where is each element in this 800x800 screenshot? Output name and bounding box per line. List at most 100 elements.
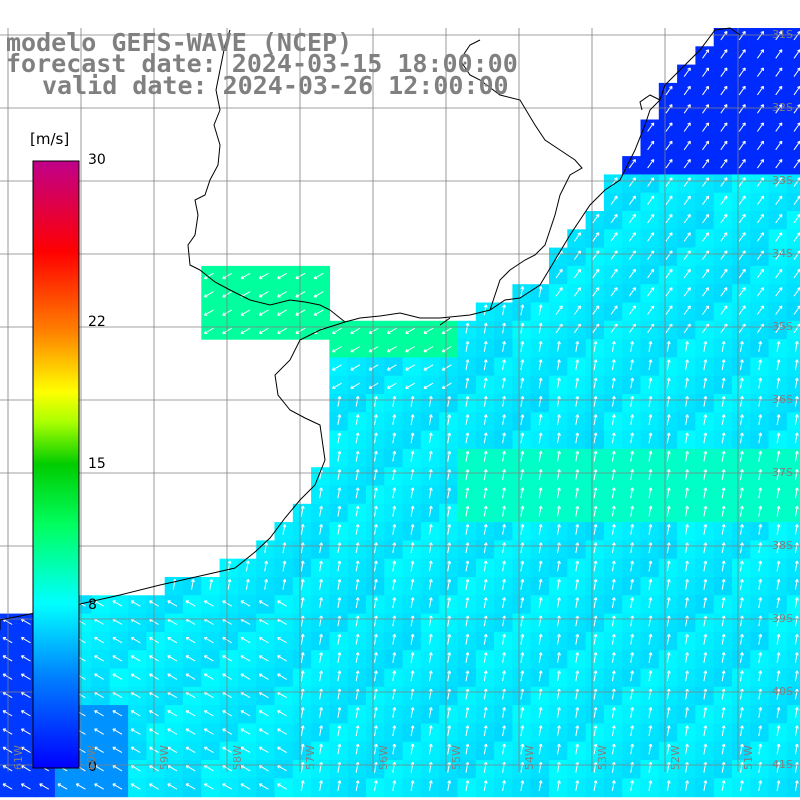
wind-arrow: [758, 560, 762, 572]
wind-arrow: [758, 689, 762, 700]
wind-arrow: [112, 691, 123, 699]
wind-arrow-head: [669, 250, 673, 255]
wind-arrow-head: [410, 688, 415, 693]
wind-arrow: [332, 382, 342, 389]
wind-arrow-head: [758, 341, 763, 345]
wind-arrow-head: [557, 542, 561, 546]
wind-arrow-head: [669, 159, 673, 163]
wind-arrow: [721, 597, 725, 608]
wind-arrow-head: [538, 304, 543, 308]
wind-arrow: [204, 765, 214, 772]
wind-arrow-head: [319, 505, 323, 510]
field-cell: [786, 650, 800, 670]
wind-arrow-head: [650, 195, 655, 200]
wind-arrow: [557, 506, 560, 517]
wind-arrow-head: [538, 578, 543, 583]
wind-arrow-head: [130, 710, 135, 714]
wind-arrow: [94, 691, 104, 699]
wind-arrow: [465, 469, 469, 480]
wind-arrow: [740, 762, 743, 773]
wind-arrow-head: [465, 542, 470, 546]
wind-arrow-head: [428, 487, 433, 491]
wind-arrow-head: [538, 633, 543, 638]
wind-arrow: [520, 359, 524, 371]
wind-arrow-head: [410, 542, 415, 546]
wind-arrow-head: [611, 450, 616, 455]
wind-arrow-head: [465, 432, 470, 436]
wind-arrow: [702, 305, 710, 315]
longitude-label: 56W: [377, 745, 390, 770]
wind-arrow: [465, 451, 469, 462]
wind-arrow-head: [740, 615, 744, 619]
wind-arrow-head: [410, 432, 415, 436]
wind-arrow-head: [630, 670, 635, 674]
wind-arrow-head: [557, 707, 561, 711]
wind-arrow-head: [630, 597, 635, 601]
wind-arrow: [610, 250, 618, 260]
wind-arrow: [240, 618, 251, 625]
wind-arrow: [758, 414, 762, 425]
wind-arrow-head: [611, 707, 616, 711]
wind-arrow: [738, 250, 746, 260]
wind-arrow: [630, 469, 634, 480]
wind-arrow-head: [742, 287, 746, 291]
wind-arrow-head: [337, 578, 342, 583]
wind-arrow: [21, 783, 31, 790]
wind-arrow-head: [428, 652, 433, 656]
wind-arrow: [282, 542, 286, 554]
wind-arrow: [758, 652, 762, 663]
wind-arrow-head: [758, 395, 763, 400]
wind-arrow-head: [666, 469, 671, 473]
wind-arrow: [405, 346, 416, 353]
wind-arrow: [721, 762, 725, 773]
wind-arrow: [410, 506, 414, 517]
wind-arrow-head: [319, 743, 323, 747]
wind-arrow-head: [410, 487, 415, 491]
wind-arrow: [502, 670, 505, 682]
wind-arrow: [465, 487, 469, 499]
wind-arrow: [392, 707, 396, 718]
wind-arrow-head: [723, 30, 728, 35]
wind-arrow: [703, 396, 707, 407]
wind-arrow-head: [794, 560, 799, 564]
wind-arrow: [130, 691, 141, 699]
wind-arrow: [794, 432, 798, 444]
wind-arrow-head: [337, 414, 342, 418]
wind-arrow: [793, 159, 800, 169]
wind-arrow-head: [575, 505, 580, 510]
wind-arrow-head: [648, 432, 653, 436]
wind-arrow: [557, 487, 560, 499]
wind-arrow: [538, 487, 542, 499]
wind-arrow: [740, 414, 743, 425]
wind-arrow-head: [776, 542, 781, 546]
wind-arrow-head: [203, 691, 208, 696]
wind-arrow: [740, 652, 743, 663]
wind-arrow-head: [520, 414, 525, 418]
wind-arrow-head: [687, 177, 691, 181]
wind-arrow-head: [374, 469, 378, 473]
wind-arrow-head: [611, 670, 616, 674]
wind-arrow-head: [794, 359, 799, 363]
wind-arrow-head: [20, 728, 25, 732]
wind-arrow-head: [149, 637, 153, 641]
wind-arrow-head: [222, 710, 226, 714]
wind-arrow-head: [149, 746, 153, 751]
wind-arrow: [666, 725, 670, 737]
wind-arrow: [520, 652, 524, 663]
wind-arrow-head: [240, 312, 244, 316]
wind-arrow-head: [520, 322, 525, 327]
wind-arrow-head: [685, 688, 689, 693]
wind-arrow-head: [723, 140, 728, 145]
wind-arrow-head: [520, 377, 525, 381]
wind-arrow-head: [650, 177, 655, 181]
wind-arrow-head: [483, 725, 488, 729]
colorbar-gradient: [32, 160, 80, 769]
wind-arrow-head: [483, 670, 488, 674]
wind-arrow-head: [705, 268, 710, 273]
wind-arrow: [337, 432, 341, 444]
wind-arrow: [720, 232, 728, 242]
wind-arrow: [703, 341, 707, 352]
wind-arrow: [21, 691, 31, 699]
wind-arrow-head: [502, 780, 506, 784]
wind-arrow-head: [595, 268, 600, 273]
